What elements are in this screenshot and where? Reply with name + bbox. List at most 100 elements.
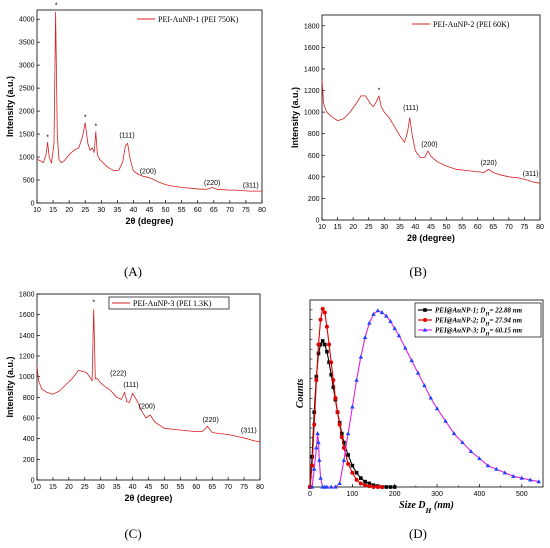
data-point bbox=[379, 310, 385, 315]
data-point bbox=[428, 395, 433, 400]
y-tick-label: 1500 bbox=[19, 132, 35, 139]
series-line-1 bbox=[36, 309, 261, 443]
data-point bbox=[318, 317, 323, 322]
data-point bbox=[327, 360, 331, 365]
x-tick-label: 10 bbox=[318, 224, 326, 231]
data-point bbox=[511, 473, 516, 478]
y-tick-label: 2500 bbox=[19, 86, 35, 93]
peak-label: (311) bbox=[243, 182, 259, 189]
y-tick-label: 1600 bbox=[304, 45, 320, 52]
x-tick-label: 60 bbox=[192, 484, 200, 491]
y-tick-label: 0 bbox=[31, 201, 35, 208]
y-tick-label: 4000 bbox=[19, 17, 35, 24]
y-tick-label: 0 bbox=[316, 218, 320, 225]
y-tick-label: 1000 bbox=[19, 155, 35, 162]
y-axis-label: Intensity (a.u.) bbox=[5, 356, 15, 417]
data-point bbox=[320, 306, 325, 311]
data-point bbox=[324, 484, 330, 489]
data-point bbox=[477, 456, 482, 461]
x-tick-label: 30 bbox=[380, 224, 388, 231]
data-point bbox=[403, 345, 408, 350]
data-point bbox=[396, 333, 402, 338]
y-tick-label: 1200 bbox=[304, 88, 320, 95]
data-point bbox=[318, 342, 323, 347]
legend-entry: PEI@AuNP-2; DH= 27.94 nm bbox=[435, 317, 523, 328]
data-point bbox=[342, 440, 346, 445]
peak-label: (200) bbox=[139, 404, 155, 411]
plot-frame bbox=[36, 293, 261, 481]
peak-label: (200) bbox=[140, 169, 156, 176]
data-point bbox=[320, 339, 325, 343]
x-tick-label: 50 bbox=[162, 207, 170, 214]
y-tick-label: 1600 bbox=[19, 312, 35, 319]
x-tick-label: 55 bbox=[176, 484, 184, 491]
x-tick-label: 70 bbox=[505, 224, 513, 231]
x-tick-label: 80 bbox=[258, 207, 266, 214]
y-tick-label: 1400 bbox=[19, 333, 35, 340]
data-point bbox=[485, 463, 491, 468]
x-tick-label: 55 bbox=[458, 224, 466, 231]
x-tick-label: 20 bbox=[349, 224, 357, 231]
x-tick-label: 30 bbox=[97, 207, 105, 214]
data-point bbox=[354, 470, 359, 475]
legend-box bbox=[108, 296, 230, 310]
data-point bbox=[337, 481, 342, 486]
data-point bbox=[359, 476, 363, 480]
data-point bbox=[309, 484, 315, 489]
data-point bbox=[375, 485, 380, 489]
data-point bbox=[329, 373, 333, 377]
series-line-2 bbox=[309, 308, 382, 488]
data-point bbox=[371, 311, 376, 316]
x-tick-label: 40 bbox=[412, 224, 420, 231]
x-tick-label: 300 bbox=[431, 491, 443, 498]
series-line-1 bbox=[36, 11, 262, 192]
data-point bbox=[350, 463, 355, 468]
x-tick-label: 65 bbox=[210, 207, 218, 214]
data-point bbox=[350, 404, 355, 409]
peak-star-marker: * bbox=[55, 3, 58, 10]
data-point bbox=[375, 308, 380, 313]
data-point bbox=[345, 431, 351, 436]
data-point bbox=[371, 485, 376, 489]
data-point bbox=[460, 440, 465, 445]
legend-marker bbox=[422, 327, 428, 332]
data-point bbox=[315, 431, 320, 436]
data-point bbox=[388, 485, 393, 489]
peak-label: (220) bbox=[480, 160, 496, 167]
peak-label: (220) bbox=[204, 180, 220, 187]
y-tick-label: 3500 bbox=[19, 40, 35, 47]
x-tick-label: 200 bbox=[389, 491, 401, 498]
legend-box bbox=[414, 302, 542, 338]
peak-label: (111) bbox=[119, 133, 134, 140]
series-line-1 bbox=[321, 79, 541, 184]
y-tick-label: 600 bbox=[308, 153, 320, 160]
y-tick-label: 400 bbox=[23, 436, 35, 443]
peak-label: (311) bbox=[523, 171, 539, 178]
y-axis-label: Counts bbox=[295, 379, 306, 409]
data-point bbox=[329, 360, 334, 365]
data-point bbox=[451, 431, 457, 436]
legend-entry: PEI-AuNP-3 (PEI 1.3K) bbox=[133, 299, 212, 308]
data-point bbox=[328, 484, 334, 489]
x-tick-label: 25 bbox=[81, 207, 89, 214]
data-point bbox=[327, 342, 332, 347]
y-tick-label: 1400 bbox=[304, 66, 320, 73]
data-point bbox=[367, 484, 372, 489]
data-point bbox=[318, 475, 323, 480]
x-tick-label: 10 bbox=[33, 484, 41, 491]
data-point bbox=[409, 358, 414, 363]
x-tick-label: 25 bbox=[365, 224, 373, 231]
data-point bbox=[434, 406, 440, 411]
data-point bbox=[331, 385, 336, 390]
x-tick-label: 65 bbox=[489, 224, 497, 231]
peak-star-marker: * bbox=[92, 299, 95, 306]
y-tick-label: 1800 bbox=[304, 23, 320, 30]
y-tick-label: 200 bbox=[23, 457, 35, 464]
data-point bbox=[528, 477, 533, 482]
peak-label: (220) bbox=[202, 417, 218, 424]
data-point bbox=[346, 461, 351, 466]
y-tick-label: 800 bbox=[23, 395, 35, 402]
data-point bbox=[367, 481, 372, 486]
x-tick-label: 50 bbox=[161, 484, 169, 491]
data-point bbox=[324, 324, 329, 329]
